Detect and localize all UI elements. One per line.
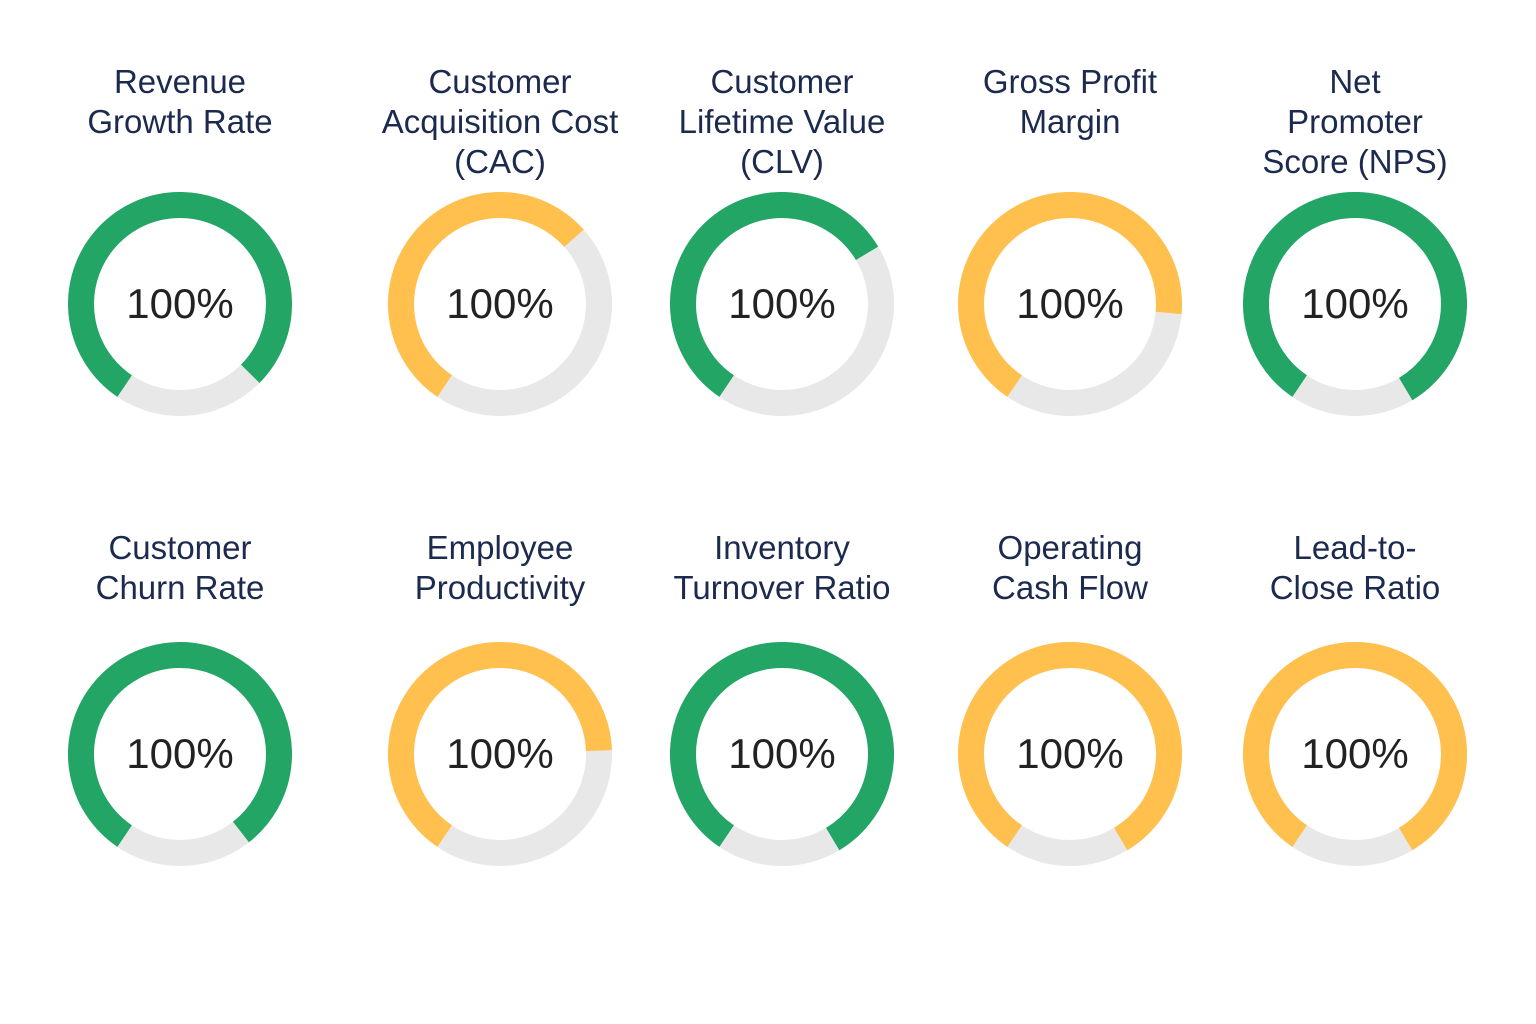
gauge-title: Operating Cash Flow — [992, 529, 1148, 606]
gauge-title: Customer Lifetime Value (CLV) — [678, 63, 886, 180]
gauge-value: 100% — [728, 280, 836, 327]
gauge-fill-arc — [1243, 192, 1467, 401]
gauge: 100% — [670, 192, 894, 416]
gauge: 100% — [388, 642, 612, 866]
gauge-value: 100% — [728, 730, 836, 777]
gauge-title: Revenue Growth Rate — [87, 63, 273, 140]
gauge-value: 100% — [126, 730, 234, 777]
gauge-fill-arc — [388, 642, 612, 847]
gauge-title: Customer Acquisition Cost (CAC) — [381, 63, 619, 180]
gauge: 100% — [670, 642, 894, 866]
gauge-fill-arc — [388, 192, 584, 397]
gauge-title: Employee Productivity — [414, 529, 586, 606]
kpi-gauge-card: Lead-to- Close Ratio 100% — [1205, 528, 1505, 948]
kpi-gauge-card: Operating Cash Flow 100% — [920, 528, 1220, 948]
gauge-fill-arc — [68, 192, 292, 397]
gauge: 100% — [388, 192, 612, 416]
gauge-title: Lead-to- Close Ratio — [1269, 529, 1441, 606]
kpi-gauge-card: Inventory Turnover Ratio 100% — [632, 528, 932, 948]
gauge-title: Net Promoter Score (NPS) — [1262, 63, 1448, 180]
gauge-title: Gross Profit Margin — [982, 63, 1158, 140]
gauge-fill-arc — [670, 192, 879, 397]
gauge-value: 100% — [1016, 280, 1124, 327]
kpi-gauge-card: Gross Profit Margin 100% — [920, 62, 1220, 482]
kpi-gauge-card: Net Promoter Score (NPS) 100% — [1205, 62, 1505, 482]
gauge-fill-arc — [1243, 642, 1467, 851]
kpi-gauge-card: Customer Acquisition Cost (CAC) 100% — [350, 62, 650, 482]
gauge-value: 100% — [1301, 730, 1409, 777]
gauge-title: Inventory Turnover Ratio — [673, 529, 891, 606]
gauge-value: 100% — [1301, 280, 1409, 327]
gauge: 100% — [68, 642, 292, 866]
gauge-fill-arc — [958, 192, 1182, 397]
gauge-value: 100% — [446, 280, 554, 327]
kpi-gauge-card: Revenue Growth Rate 100% — [30, 62, 330, 482]
kpi-gauge-card: Customer Lifetime Value (CLV) 100% — [632, 62, 932, 482]
gauge-value: 100% — [126, 280, 234, 327]
gauge: 100% — [1243, 642, 1467, 866]
gauge-value: 100% — [1016, 730, 1124, 777]
kpi-gauge-card: Customer Churn Rate 100% — [30, 528, 330, 948]
gauge: 100% — [68, 192, 292, 416]
gauge: 100% — [958, 192, 1182, 416]
gauge-fill-arc — [958, 642, 1182, 851]
gauge-fill-arc — [670, 642, 894, 851]
gauge-value: 100% — [446, 730, 554, 777]
gauge-title: Customer Churn Rate — [95, 529, 265, 606]
gauge: 100% — [1243, 192, 1467, 416]
gauge-fill-arc — [68, 642, 292, 847]
gauge: 100% — [958, 642, 1182, 866]
kpi-gauge-card: Employee Productivity 100% — [350, 528, 650, 948]
